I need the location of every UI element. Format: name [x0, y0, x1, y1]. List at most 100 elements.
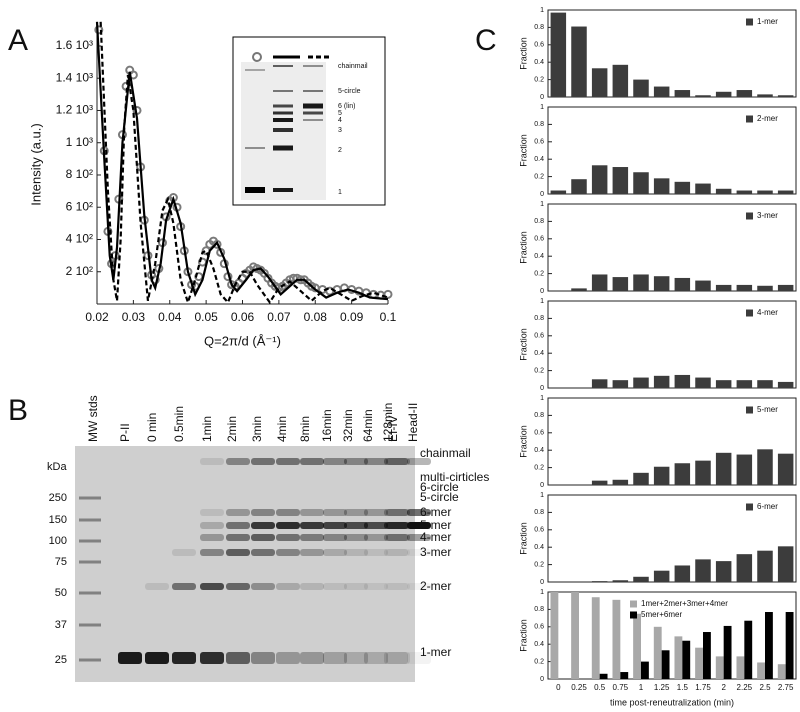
gel-band: [276, 549, 300, 556]
y-tick-label: 0.6: [534, 430, 544, 437]
gel-band: [303, 119, 323, 121]
y-tick-label: 2 10²: [66, 264, 93, 278]
plot-frame: [547, 494, 797, 583]
bar: [757, 94, 773, 97]
gel-band: [364, 583, 388, 590]
gel-band: [251, 583, 275, 590]
y-tick-label: 0.4: [534, 59, 544, 66]
x-tick-label: 0.02: [85, 310, 109, 324]
bar: [661, 650, 670, 679]
bar: [620, 672, 629, 679]
x-tick-label: 1.5: [677, 683, 689, 692]
x-tick-label: 0.08: [304, 310, 328, 324]
gel-band: [245, 147, 265, 149]
gel-band: [226, 549, 250, 556]
bar: [695, 559, 711, 582]
x-tick-label: 1.25: [654, 683, 670, 692]
gel-band: [79, 539, 101, 543]
bar: [653, 276, 670, 291]
bar: [591, 597, 600, 679]
bar: [777, 95, 794, 97]
bar: [612, 580, 629, 582]
gel-band: [384, 583, 408, 590]
lane-label: 4min: [275, 416, 289, 442]
y-tick-label: 0: [540, 94, 544, 101]
gel-band: [386, 652, 410, 664]
bar: [744, 620, 753, 679]
bar: [723, 625, 732, 679]
mw-label: 75: [55, 556, 67, 568]
y-axis-label: Fraction: [518, 231, 528, 264]
gel-band: [273, 188, 293, 192]
bar: [736, 380, 753, 388]
bar: [736, 454, 753, 485]
legend-label: 1mer+2mer+3mer+4mer: [641, 599, 728, 608]
gel-band: [172, 652, 196, 664]
gel-band: [200, 652, 224, 664]
bar: [695, 377, 711, 388]
y-tick-label: 0.4: [534, 447, 544, 454]
gel-unit: kDa: [47, 461, 67, 473]
data-point: [212, 239, 222, 249]
bar: [777, 284, 794, 291]
gel-band: [407, 652, 431, 664]
bar: [757, 449, 773, 485]
bar: [736, 554, 753, 582]
bar: [765, 612, 773, 679]
gel-band: [300, 583, 324, 590]
lane-label: EI-IV: [386, 415, 400, 442]
lane-label: 3min: [250, 416, 264, 442]
y-tick-label: 1: [540, 492, 544, 499]
legend-swatch: [746, 18, 753, 26]
bar: [736, 656, 745, 679]
plot-frame: [547, 397, 797, 486]
bar: [736, 90, 753, 97]
gel-band: [79, 496, 101, 500]
gel-band: [276, 534, 300, 541]
x-tick-label: 2.25: [737, 683, 753, 692]
gel-band: [300, 534, 324, 541]
y-axis-label: Fraction: [518, 134, 528, 167]
inset-label: 5-circle: [338, 88, 361, 95]
gel-band: [364, 549, 388, 556]
lane-label: 2min: [225, 416, 239, 442]
bar: [757, 380, 773, 388]
y-axis-label: Fraction: [518, 425, 528, 458]
bar: [591, 274, 608, 291]
gel-band: [364, 534, 388, 541]
bar: [703, 632, 711, 679]
band-label: 5-circle: [420, 490, 459, 504]
y-tick-label: 4 10²: [66, 232, 93, 246]
bar: [633, 472, 649, 485]
bar: [674, 565, 691, 582]
bar: [571, 26, 587, 98]
y-axis-label: Fraction: [518, 37, 528, 70]
gel-band: [364, 458, 388, 465]
y-tick-label: 0.2: [534, 173, 544, 180]
lane-label: Head-II: [406, 403, 420, 442]
x-tick-label: 0.5: [594, 683, 606, 692]
y-tick-label: 0.6: [534, 333, 544, 340]
band-label: 2-mer: [420, 579, 451, 593]
lane-label: 16min: [320, 409, 334, 442]
bar: [612, 167, 629, 194]
gel-band: [384, 458, 408, 465]
gel-band: [276, 509, 300, 516]
gel-band: [384, 534, 408, 541]
y-tick-label: 0.4: [534, 350, 544, 357]
legend-swatch: [746, 503, 753, 511]
gel-band: [79, 623, 101, 627]
gel-band: [79, 518, 101, 522]
gel-band: [200, 534, 224, 541]
inset: [232, 36, 386, 206]
gel-band: [344, 583, 368, 590]
y-tick-label: 0.2: [534, 270, 544, 277]
lane-label: 1min: [200, 416, 214, 442]
bar: [695, 183, 711, 194]
gel-band: [323, 549, 347, 556]
gel-band: [300, 652, 324, 664]
gel-band: [200, 583, 224, 590]
bar: [591, 68, 608, 97]
gel-band: [79, 658, 101, 662]
gel-band: [344, 522, 368, 529]
